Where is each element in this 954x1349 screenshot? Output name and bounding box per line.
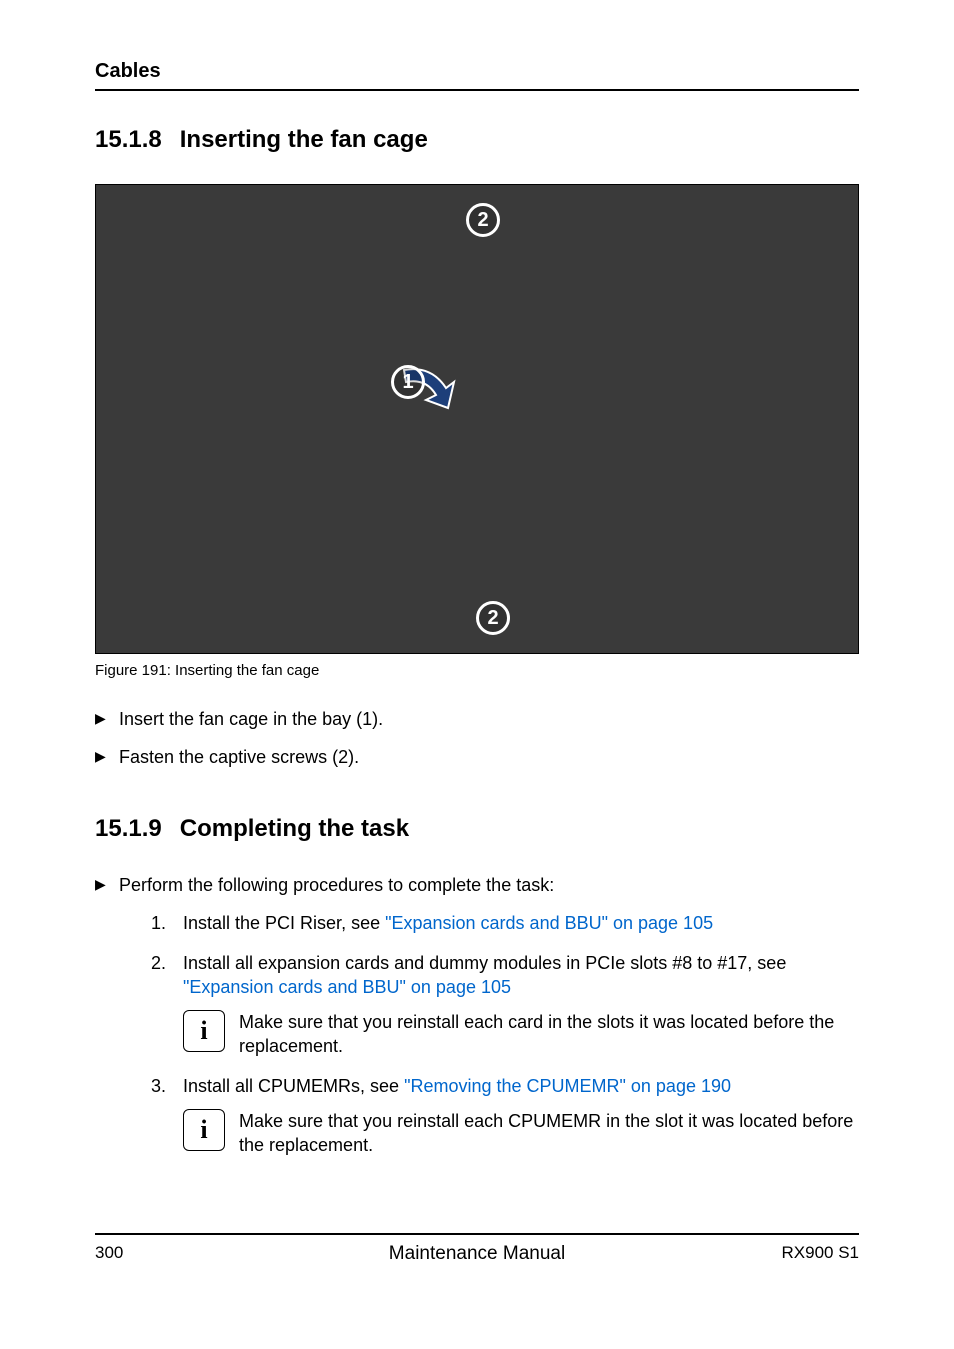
triangle-bullet-icon: ▶ [95,873,119,893]
section-number: 15.1.9 [95,815,162,843]
step-item: ▶ Perform the following procedures to co… [95,873,859,1174]
cross-reference-link[interactable]: "Expansion cards and BBU" on page 105 [385,913,713,933]
info-icon: i [183,1109,225,1151]
info-icon: i [183,1010,225,1052]
callout-center: 1 [391,365,425,399]
info-text: Make sure that you reinstall each card i… [239,1010,859,1059]
section-title: Inserting the fan cage [180,126,428,153]
figure-caption: Figure 191: Inserting the fan cage [95,662,859,679]
step-item: ▶ Fasten the captive screws (2). [95,745,859,769]
ordered-item: Install the PCI Riser, see "Expansion ca… [151,911,859,935]
cross-reference-link[interactable]: "Removing the CPUMEMR" on page 190 [404,1076,731,1096]
info-box: i Make sure that you reinstall each card… [183,1010,859,1059]
step-list-1: ▶ Insert the fan cage in the bay (1). ▶ … [95,707,859,770]
callout-top: 2 [466,203,500,237]
step-text: Perform the following procedures to comp… [119,873,859,1174]
step-text: Insert the fan cage in the bay (1). [119,707,859,731]
item-pre: Install the PCI Riser, see [183,913,385,933]
section-heading-1: 15.1.8 Inserting the fan cage [95,126,859,154]
intro-text: Perform the following procedures to comp… [119,875,554,895]
triangle-bullet-icon: ▶ [95,707,119,727]
step-list-2: ▶ Perform the following procedures to co… [95,873,859,1174]
ordered-item: Install all CPUMEMRs, see "Removing the … [151,1074,859,1157]
page-footer: 300 RX900 S1 Maintenance Manual [95,1233,859,1263]
section-heading-2: 15.1.9 Completing the task [95,815,859,843]
section-title: Completing the task [180,815,409,842]
item-pre: Install all expansion cards and dummy mo… [183,953,786,973]
footer-center: Maintenance Manual [95,1243,859,1265]
footer-rule [95,1233,859,1235]
callout-bottom: 2 [476,601,510,635]
step-item: ▶ Insert the fan cage in the bay (1). [95,707,859,731]
triangle-bullet-icon: ▶ [95,745,119,765]
page-header: Cables [95,60,859,91]
header-rule [95,89,859,91]
section-number: 15.1.8 [95,126,162,154]
header-title: Cables [95,60,859,83]
info-box: i Make sure that you reinstall each CPUM… [183,1109,859,1158]
step-text: Fasten the captive screws (2). [119,745,859,769]
figure-image: 2 1 2 [95,184,859,654]
item-pre: Install all CPUMEMRs, see [183,1076,404,1096]
info-text: Make sure that you reinstall each CPUMEM… [239,1109,859,1158]
ordered-list: Install the PCI Riser, see "Expansion ca… [151,911,859,1157]
cross-reference-link[interactable]: "Expansion cards and BBU" on page 105 [183,977,511,997]
ordered-item: Install all expansion cards and dummy mo… [151,951,859,1058]
